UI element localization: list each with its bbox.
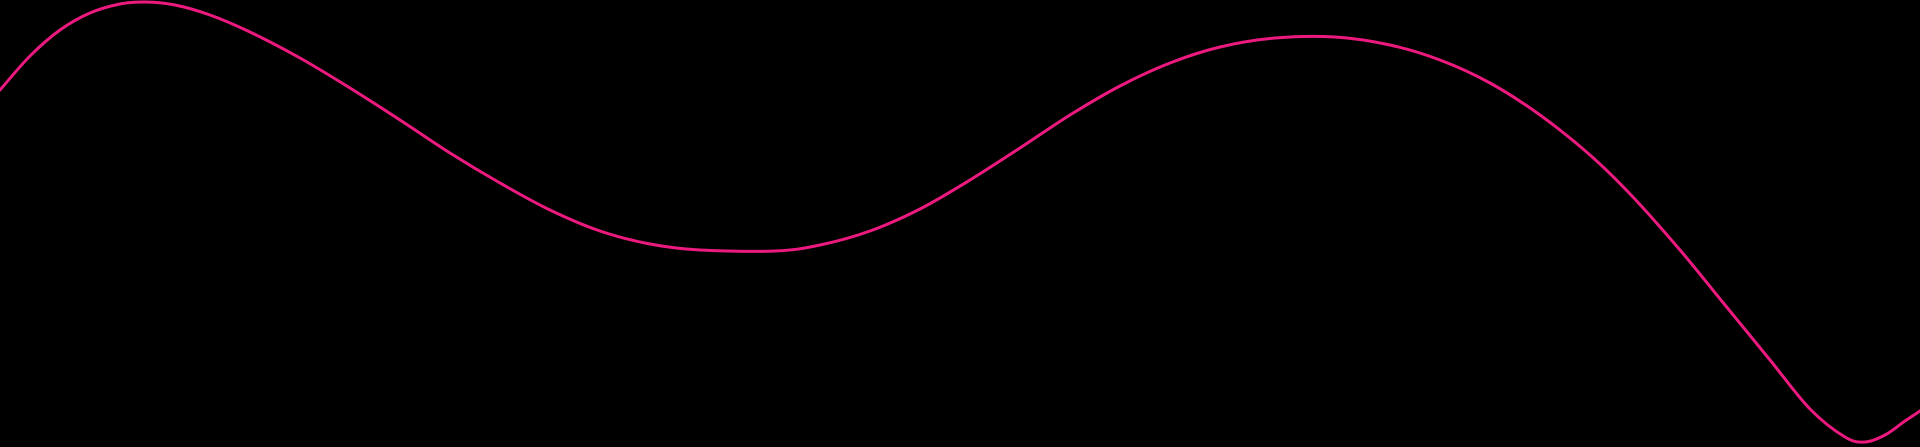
- chart-background: [0, 0, 1920, 447]
- series-line-curve: [0, 0, 1920, 444]
- line-chart-svg: [0, 0, 1920, 447]
- chart-canvas: [0, 0, 1920, 447]
